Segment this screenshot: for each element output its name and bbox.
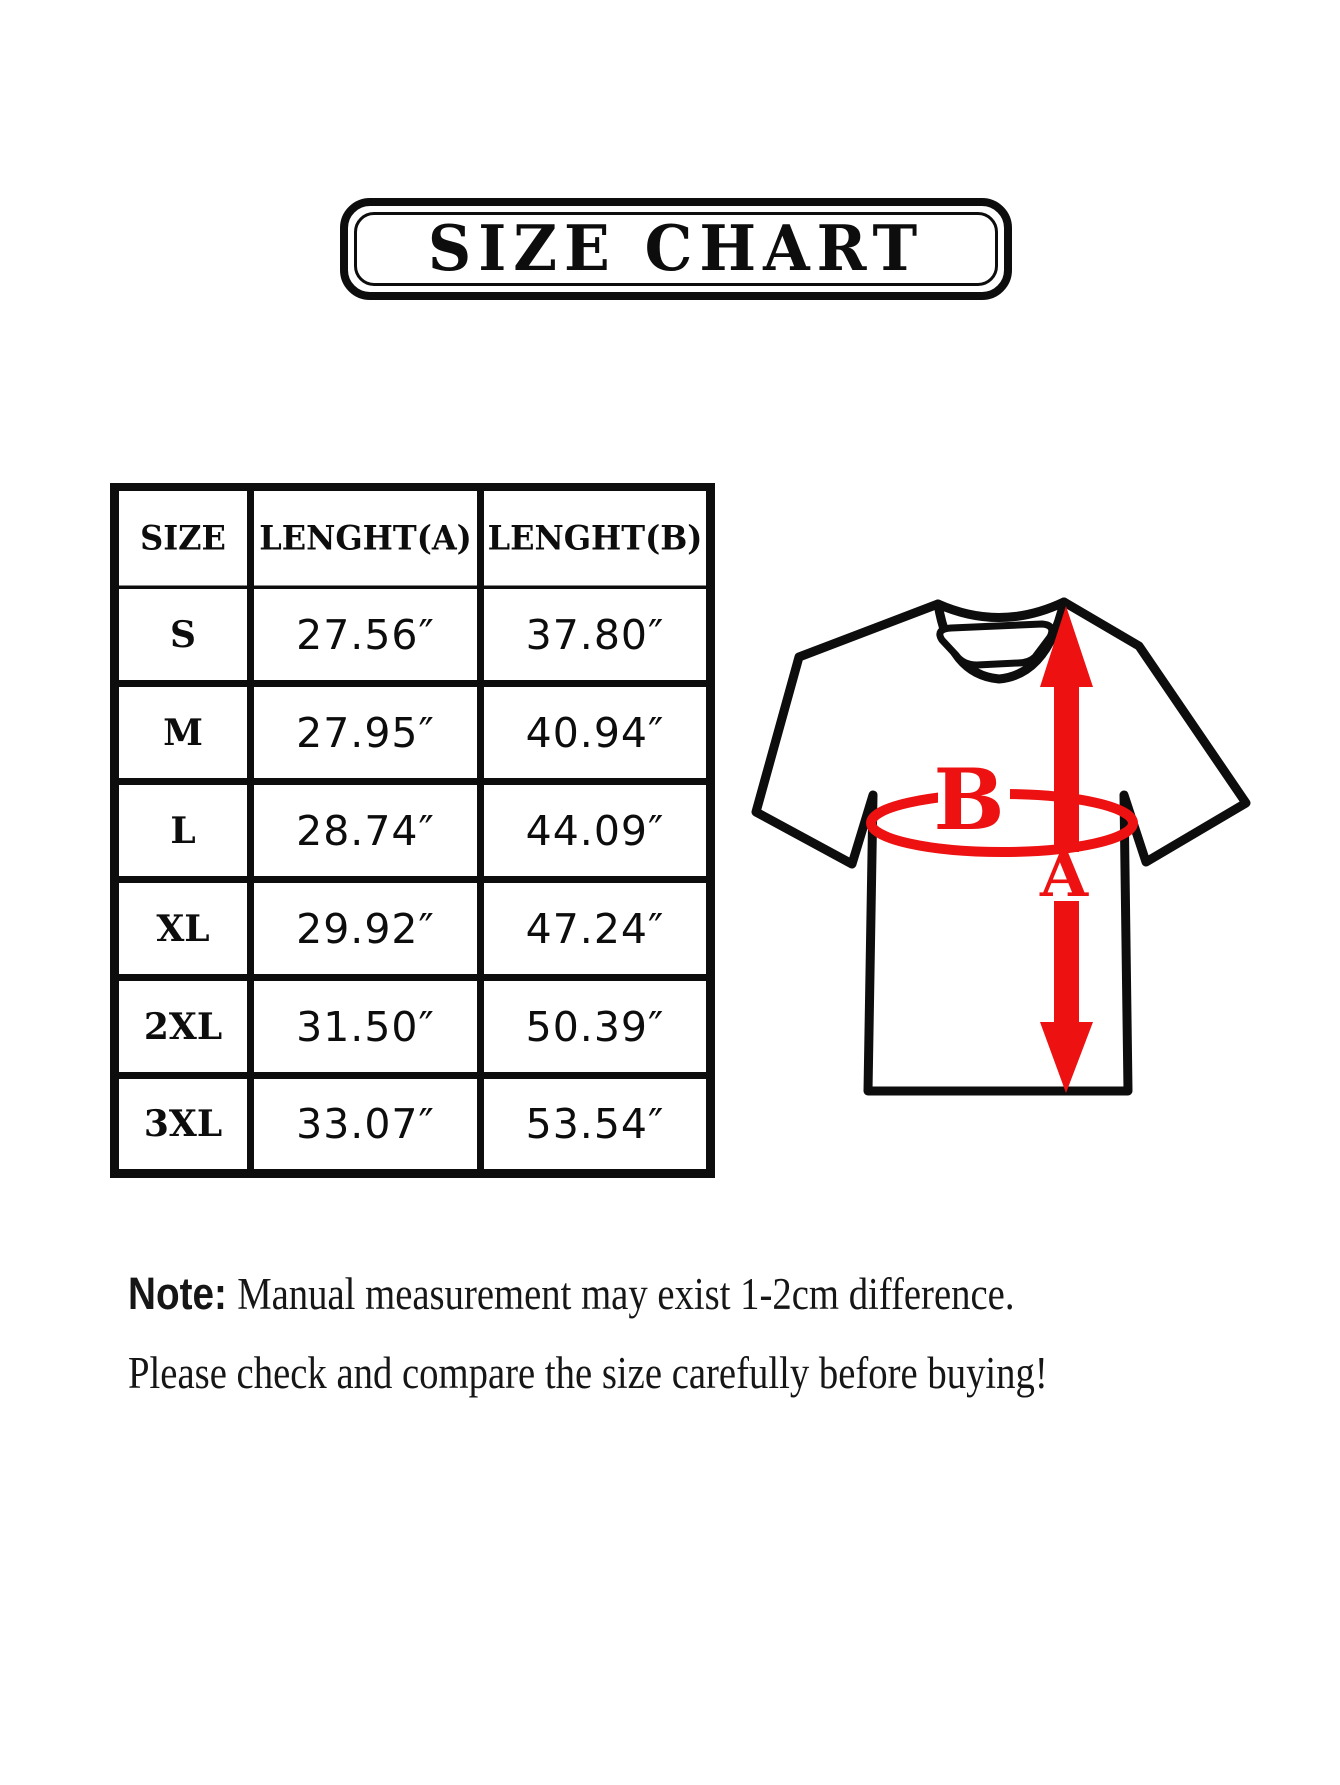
arrow-shaft-top [1054,678,1079,852]
table-row-2xl: 2XL 31.50″ 50.39″ [111,974,714,1079]
table-row-l: L 28.74″ 44.09″ [111,778,714,883]
length-b-value: 44.09″ [477,778,714,883]
collar-opening [936,620,1056,669]
length-b-value: 40.94″ [477,680,714,785]
tshirt-diagram: B A [751,597,1251,1096]
length-b-value: 50.39″ [477,974,714,1079]
table-row-s: S 27.56″ 37.80″ [111,582,714,687]
col-header-length-a: LENGHT(A) [247,481,484,592]
col-header-size: SIZE [111,481,254,592]
length-a-value: 29.92″ [247,876,484,981]
arrow-down-head [1040,1022,1093,1093]
size-label: 2XL [111,974,254,1079]
note-line1-text: Manual measurement may exist 1-2cm diffe… [237,1269,1015,1319]
arrow-shaft-bottom [1054,901,1079,1039]
measurement-arrows: B A [934,606,1093,1093]
size-table: SIZE LENGHT(A) LENGHT(B) S 27.56″ 37.80″… [110,481,715,1178]
length-a-value: 27.56″ [247,582,484,687]
length-a-value: 27.95″ [247,680,484,785]
length-b-value: 37.80″ [477,582,714,687]
size-label: XL [111,876,254,981]
size-label: 3XL [111,1072,254,1177]
length-b-value: 47.24″ [477,876,714,981]
table-row-xl: XL 29.92″ 47.24″ [111,876,714,981]
ellipse-gap-mask [938,782,1010,812]
label-a: A [1039,838,1089,911]
tshirt-outline [751,597,1251,1096]
arrow-up-head [1040,606,1093,687]
table-row-3xl: 3XL 33.07″ 53.54″ [111,1072,714,1177]
title-inner-border: SIZE CHART [354,212,998,286]
col-header-length-b: LENGHT(B) [477,481,714,592]
page-title: SIZE CHART [427,212,925,286]
size-label: L [111,778,254,883]
length-a-value: 31.50″ [247,974,484,1079]
length-b-value: 53.54″ [477,1072,714,1177]
length-a-value: 28.74″ [247,778,484,883]
note-line-2: Please check and compare the size carefu… [128,1348,1048,1398]
table-row-m: M 27.95″ 40.94″ [111,680,714,785]
note-prefix: Note: [128,1268,227,1319]
label-b: B [934,750,1005,849]
note-line-1: Note: Manual measurement may exist 1-2cm … [128,1268,1014,1321]
title-box: SIZE CHART [340,198,1012,300]
size-label: M [111,680,254,785]
table-header-row: SIZE LENGHT(A) LENGHT(B) [111,481,714,592]
size-label: S [111,582,254,687]
tshirt-outline-group [751,597,1251,1096]
length-a-value: 33.07″ [247,1072,484,1177]
